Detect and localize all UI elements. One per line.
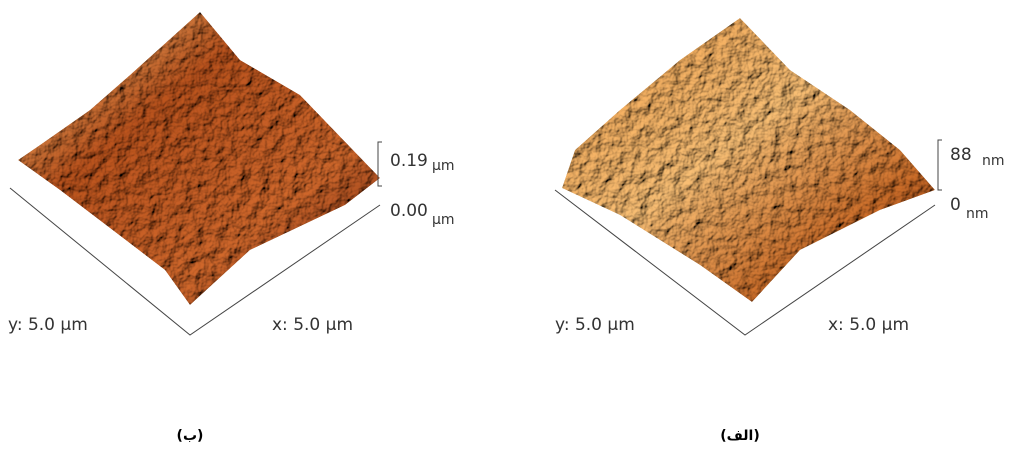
z-max: 0.19 <box>390 151 428 171</box>
x-label: x: 5.0 µm <box>828 315 909 335</box>
caption: (الف) <box>720 428 760 444</box>
surface <box>562 18 935 302</box>
y-label: y: 5.0 µm <box>8 315 88 335</box>
y-label: y: 5.0 µm <box>555 315 635 335</box>
z-max: 88 <box>950 145 972 165</box>
afm-panel-a: 88 nm 0 nm y: 5.0 µm x: 5.0 µm (الف) <box>554 18 1005 444</box>
caption: (ب) <box>177 428 204 444</box>
axes <box>554 189 936 336</box>
axes <box>9 187 381 336</box>
z-min-unit: µm <box>432 212 455 228</box>
z-max-unit: µm <box>432 158 455 174</box>
z-max-unit: nm <box>982 153 1005 169</box>
x-label: x: 5.0 µm <box>272 315 353 335</box>
afm-panel-b: 0.19 µm 0.00 µm y: 5.0 µm x: 5.0 µm (ب) <box>8 12 455 444</box>
scale-bracket <box>937 139 942 191</box>
z-min-unit: nm <box>966 206 989 222</box>
z-min: 0.00 <box>390 201 428 221</box>
scale-bracket <box>377 141 382 187</box>
z-min: 0 <box>950 195 961 215</box>
surface <box>18 12 380 305</box>
